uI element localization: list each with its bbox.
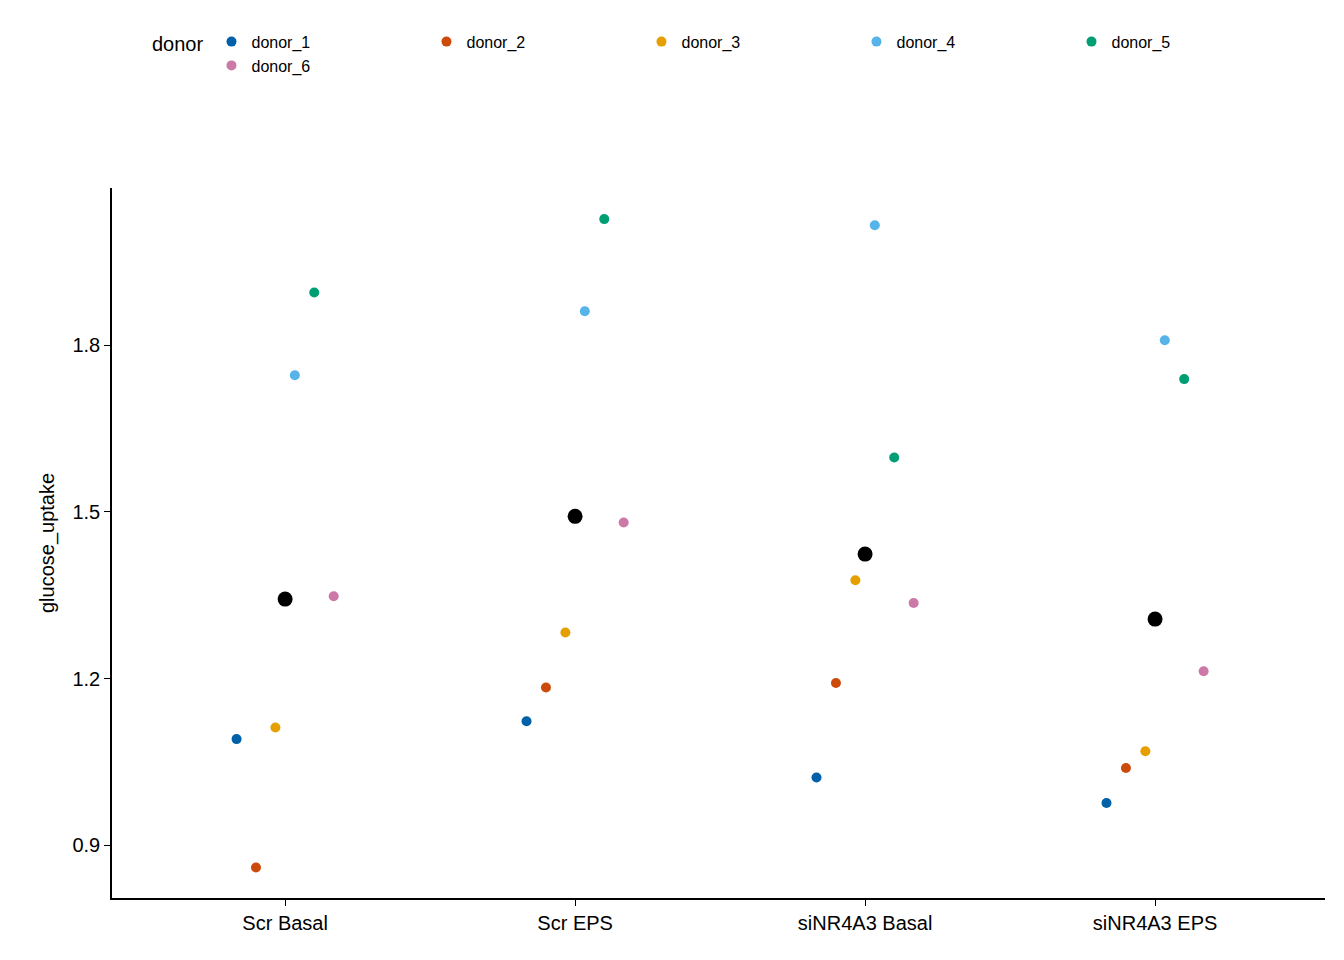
svg-text:donor: donor — [152, 33, 203, 55]
svg-text:donor_3: donor_3 — [681, 34, 740, 52]
svg-text:donor_4: donor_4 — [896, 34, 955, 52]
svg-text:donor_1: donor_1 — [251, 34, 310, 52]
svg-text:1.8: 1.8 — [72, 334, 100, 356]
svg-text:glucose_uptake: glucose_uptake — [36, 473, 59, 613]
svg-text:0.9: 0.9 — [72, 834, 100, 856]
svg-text:Scr EPS: Scr EPS — [537, 912, 613, 934]
svg-text:Scr Basal: Scr Basal — [242, 912, 328, 934]
svg-text:donor_5: donor_5 — [1111, 34, 1170, 52]
svg-text:donor_6: donor_6 — [251, 58, 310, 76]
svg-text:1.5: 1.5 — [72, 501, 100, 523]
svg-text:siNR4A3 Basal: siNR4A3 Basal — [798, 912, 933, 934]
svg-text:donor_2: donor_2 — [466, 34, 525, 52]
svg-text:siNR4A3 EPS: siNR4A3 EPS — [1093, 912, 1218, 934]
svg-text:1.2: 1.2 — [72, 668, 100, 690]
